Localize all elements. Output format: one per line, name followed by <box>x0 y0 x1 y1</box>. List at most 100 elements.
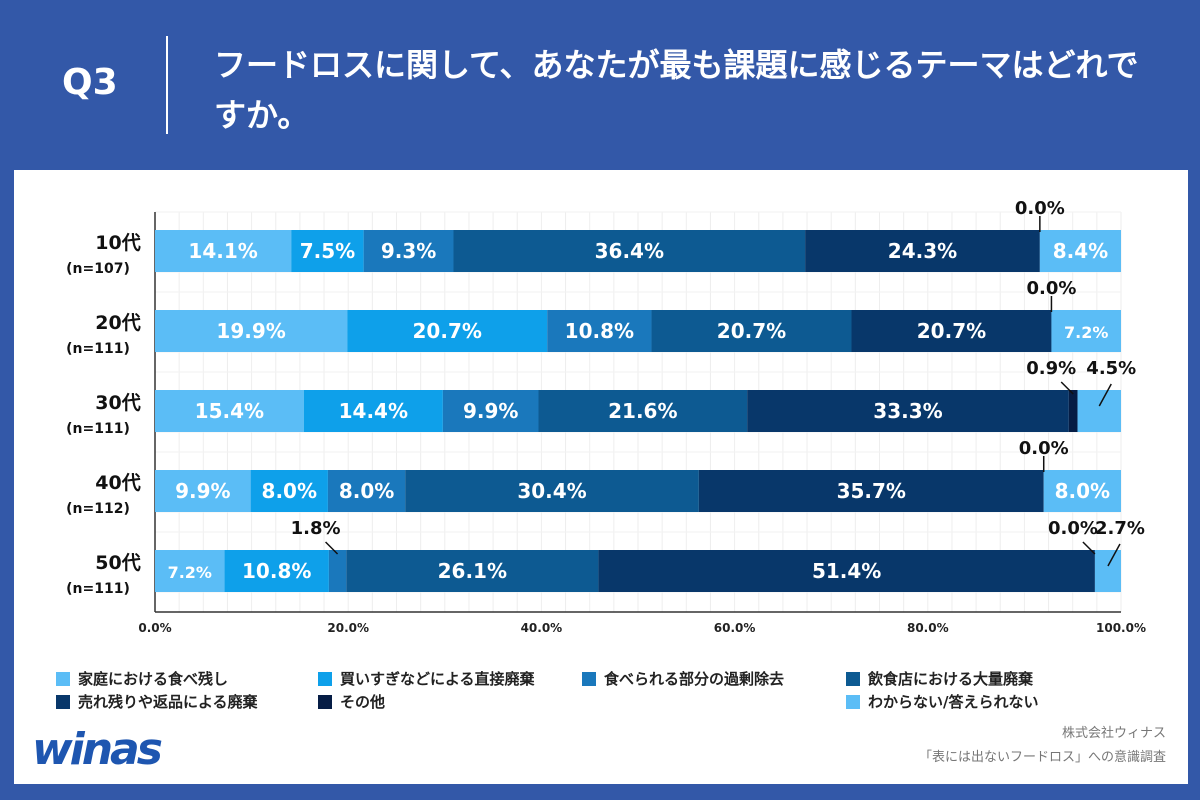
bar-segment <box>1039 230 1121 272</box>
legend-label: 売れ残りや返品による廃棄 <box>78 693 258 711</box>
bar-segment <box>453 230 806 272</box>
bar-segment <box>327 470 406 512</box>
bar-segment <box>224 550 329 592</box>
leader-line <box>1082 541 1096 555</box>
leader-line <box>1098 383 1112 407</box>
data-label: 36.4% <box>595 239 664 263</box>
bar-segment <box>328 550 347 592</box>
category-n-label: (n=111) <box>66 341 130 357</box>
bar-segment <box>347 310 548 352</box>
data-label: 7.2% <box>1064 323 1108 342</box>
bar-segment <box>405 470 699 512</box>
bar-segment <box>1068 390 1078 432</box>
data-label: 8.0% <box>1055 479 1110 503</box>
data-label-outside: 4.5% <box>1086 358 1136 379</box>
chart-title: フードロスに関して、あなたが最も課題に感じるテーマはどれですか。 <box>214 46 1139 134</box>
legend-item: 買いすぎなどによる直接廃棄 <box>318 668 582 689</box>
bar-segment <box>155 230 292 272</box>
category-n-label: (n=112) <box>66 501 130 517</box>
legend-item: 飲食店における大量廃棄 <box>846 668 1106 689</box>
legend-label: その他 <box>340 693 386 711</box>
legend-swatch <box>582 671 596 686</box>
data-label: 20.7% <box>717 319 786 343</box>
bar-segment <box>1043 470 1121 512</box>
category-label: 40代 <box>95 472 140 494</box>
data-label: 9.9% <box>175 479 230 503</box>
legend-item: わからない/答えられない <box>846 691 1106 712</box>
leader-line <box>1107 543 1121 567</box>
data-label: 14.4% <box>339 399 408 423</box>
bar-segment <box>155 550 225 592</box>
data-label: 8.0% <box>262 479 317 503</box>
question-number: Q3 <box>62 62 118 103</box>
bar-segment <box>598 550 1095 592</box>
legend-item: 家庭における食べ残し <box>56 668 318 689</box>
legend-swatch <box>846 694 860 709</box>
bar-segment <box>363 230 454 272</box>
x-tick-label: 0.0% <box>138 621 171 635</box>
data-label-outside: 0.0% <box>1019 438 1069 459</box>
data-label: 9.3% <box>381 239 436 263</box>
leader-line <box>1060 381 1074 395</box>
bar-segment <box>346 550 599 592</box>
data-label-outside: 0.9% <box>1026 358 1076 379</box>
bar-segment <box>805 230 1040 272</box>
bar-segment <box>1094 550 1121 592</box>
legend-spacer <box>582 691 846 712</box>
data-label-outside: 2.7% <box>1095 518 1145 539</box>
bar-segment <box>851 310 1052 352</box>
x-tick-label: 40.0% <box>521 621 563 635</box>
legend-swatch <box>56 671 70 686</box>
data-label: 24.3% <box>888 239 957 263</box>
x-tick-label: 60.0% <box>714 621 756 635</box>
data-label: 8.0% <box>339 479 394 503</box>
legend-swatch <box>56 694 70 709</box>
bar-segment <box>1051 310 1121 352</box>
category-n-label: (n=111) <box>66 421 130 437</box>
legend-label: わからない/答えられない <box>868 693 1039 711</box>
bar-segment <box>651 310 852 352</box>
bar-segment <box>442 390 539 432</box>
legend-swatch <box>318 671 332 686</box>
data-label: 20.7% <box>413 319 482 343</box>
data-label: 7.5% <box>300 239 355 263</box>
legend-label: 食べられる部分の過剰除去 <box>604 670 785 688</box>
survey-name: 「表には出ないフードロス」への意識調査 <box>918 750 1166 765</box>
bar-segment <box>1077 390 1121 432</box>
legend: 家庭における食べ残し 買いすぎなどによる直接廃棄 食べられる部分の過剰除去 飲食店にお… <box>56 668 1076 712</box>
data-label: 7.2% <box>168 563 212 582</box>
legend-item: その他 <box>318 691 582 712</box>
data-label: 30.4% <box>517 479 586 503</box>
bar-segment <box>547 310 652 352</box>
data-label: 19.9% <box>216 319 285 343</box>
data-label-outside: 0.0% <box>1015 198 1065 219</box>
category-label: 20代 <box>95 312 140 334</box>
legend-item: 売れ残りや返品による廃棄 <box>56 691 318 712</box>
category-label: 10代 <box>95 232 140 254</box>
data-label: 10.8% <box>242 559 311 583</box>
legend-swatch <box>846 671 860 686</box>
legend-swatch <box>318 694 332 709</box>
category-label: 50代 <box>95 552 140 574</box>
divider <box>166 36 168 134</box>
data-label-outside: 0.0% <box>1048 518 1098 539</box>
data-label: 35.7% <box>837 479 906 503</box>
legend-label: 家庭における食べ残し <box>78 670 229 688</box>
legend-label: 飲食店における大量廃棄 <box>868 670 1034 688</box>
data-label: 51.4% <box>812 559 881 583</box>
category-label: 30代 <box>95 392 140 414</box>
data-label: 21.6% <box>608 399 677 423</box>
legend-label: 買いすぎなどによる直接廃棄 <box>340 670 535 688</box>
category-n-label: (n=111) <box>66 581 130 597</box>
bar-segment <box>155 310 348 352</box>
x-tick-label: 20.0% <box>327 621 369 635</box>
data-label: 20.7% <box>917 319 986 343</box>
source: 株式会社ウィナス 「表には出ないフードロス」への意識調査 <box>919 722 1166 770</box>
bar-segment <box>747 390 1069 432</box>
bar-segment <box>698 470 1044 512</box>
x-tick-label: 100.0% <box>1096 621 1146 635</box>
data-label: 10.8% <box>565 319 634 343</box>
data-label: 33.3% <box>873 399 942 423</box>
bar-segment <box>155 390 304 432</box>
